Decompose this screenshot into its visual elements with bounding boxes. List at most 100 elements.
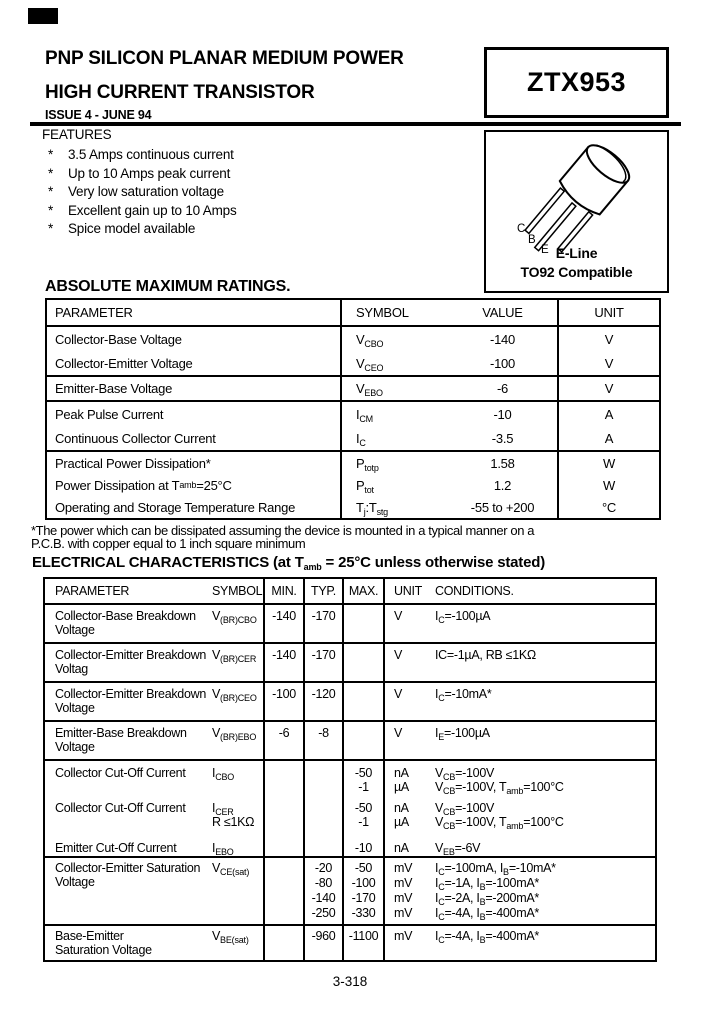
parameter: Voltage	[55, 740, 95, 754]
conditions: IC=-100mA, IB=-10mA*	[435, 861, 556, 877]
unit: A	[557, 426, 659, 450]
conditions: VCB=-100V, Tamb=100°C	[435, 815, 564, 831]
transistor-package-icon: C B E	[517, 144, 631, 256]
unit: mV	[394, 929, 413, 943]
parameter: Base-Emitter	[55, 929, 124, 943]
scan-artifact-mark	[28, 8, 58, 24]
unit: mV	[394, 876, 413, 890]
table-row-group: Collector-Base Voltage VCBO -140 V Colle…	[47, 327, 659, 375]
pin-label-c: C	[517, 223, 525, 235]
amr-footnote-line1: *The power which can be dissipated assum…	[31, 523, 535, 538]
table-row-group: Practical Power Dissipation* Ptotp 1.58 …	[47, 450, 659, 518]
page-title-line2: HIGH CURRENT TRANSISTOR	[45, 82, 315, 103]
feature-text: Spice model available	[68, 221, 196, 237]
symbol: Ptotp	[356, 455, 379, 473]
bullet-star: *	[48, 221, 54, 237]
parameter: Continuous Collector Current	[47, 426, 342, 450]
parameter: Emitter-Base Voltage	[47, 377, 342, 400]
unit: mV	[394, 906, 413, 920]
symbol: IEBO	[212, 841, 234, 857]
unit: nA	[394, 766, 409, 780]
column-header-unit: UNIT	[394, 584, 422, 598]
conditions: IC=-100µA	[435, 609, 491, 625]
parameter: Collector-Emitter Breakdown	[55, 648, 206, 662]
conditions: IE=-100µA	[435, 726, 490, 742]
table-header-row: PARAMETER SYMBOL VALUE UNIT	[47, 300, 659, 327]
unit: nA	[394, 801, 409, 815]
conditions: IC=-4A, IB=-400mA*	[435, 906, 539, 922]
parameter: Collector Cut-Off Current	[55, 801, 186, 815]
bullet-star: *	[48, 147, 54, 162]
symbol: V(BR)CER	[212, 648, 257, 664]
table-row-group: Emitter-Base Voltage VEBO -6 V	[47, 375, 659, 400]
symbol: V(BR)EBO	[212, 726, 257, 742]
symbol: ICER	[212, 801, 234, 817]
parameter: Collector-Base Voltage	[47, 327, 342, 351]
symbol: VBE(sat)	[212, 929, 249, 945]
feature-text: Excellent gain up to 10 Amps	[68, 202, 237, 218]
feature-text: Up to 10 Amps peak current	[68, 165, 231, 181]
unit: V	[394, 648, 403, 662]
feature-item: * Spice model available	[42, 221, 442, 240]
column-header-value: VALUE	[482, 305, 523, 320]
value: -55 to +200	[470, 499, 535, 515]
typ-value: -140	[311, 891, 336, 905]
column-header-parameter: PARAMETER	[47, 300, 342, 325]
table-row: Collector-Base Voltage VCBO -140 V	[47, 327, 659, 351]
unit: °C	[557, 496, 659, 518]
table-row: Base-Emitter Saturation Voltage VBE(sat)…	[45, 926, 655, 960]
parameter: Voltage	[55, 875, 95, 889]
symbol: Ptot	[356, 477, 374, 495]
min-value: -140	[272, 609, 296, 623]
symbol: Tj:Tstg	[356, 499, 388, 517]
table-row: Peak Pulse Current ICM -10 A	[47, 402, 659, 426]
symbol: IC	[356, 430, 366, 448]
value: 1.58	[490, 455, 515, 471]
value: -140	[489, 331, 516, 347]
max-value: -50	[354, 766, 373, 780]
column-header-symbol: SYMBOL	[356, 305, 409, 320]
package-name: E-Line	[555, 245, 598, 261]
table-row: Emitter-Base Breakdown Voltage V(BR)EBO …	[45, 722, 655, 761]
typ-value: -8	[318, 726, 329, 740]
unit: A	[557, 402, 659, 426]
conditions: IC=-10mA*	[435, 687, 492, 703]
part-number: ZTX953	[526, 67, 627, 97]
unit: W	[557, 452, 659, 474]
feature-item: * Up to 10 Amps peak current	[42, 166, 442, 185]
table-header-row: PARAMETER SYMBOL MIN. TYP. MAX. UNIT CON…	[45, 579, 655, 605]
column-header-parameter: PARAMETER	[55, 584, 130, 598]
conditions: IC=-1µA, RB ≤1KΩ	[435, 648, 536, 662]
symbol: ICM	[356, 406, 373, 424]
value: -100	[489, 355, 516, 371]
pin-label-b: B	[528, 234, 536, 246]
feature-text: Very low saturation voltage	[68, 184, 224, 200]
unit: V	[394, 687, 403, 701]
parameter: Collector-Emitter Saturation	[55, 861, 201, 875]
max-value: -1100	[348, 929, 379, 943]
unit: V	[557, 351, 659, 375]
table-row: Emitter-Base Voltage VEBO -6 V	[47, 377, 659, 400]
max-value: -330	[351, 906, 376, 920]
parameter: Collector Cut-Off Current	[55, 766, 186, 780]
features-heading: FEATURES	[42, 127, 112, 142]
value: 1.2	[493, 477, 512, 493]
ec-heading: ELECTRICAL CHARACTERISTICS (at Tamb = 25…	[32, 554, 546, 572]
typ-value: -960	[311, 929, 336, 943]
parameter: Collector-Base Breakdown	[55, 609, 196, 623]
symbol-note: R ≤1KΩ	[212, 815, 255, 829]
unit: µA	[394, 780, 409, 794]
max-value: -50	[354, 861, 373, 875]
column-header-unit: UNIT	[557, 300, 659, 325]
table-row: Continuous Collector Current IC -3.5 A	[47, 426, 659, 450]
parameter: Voltag	[55, 662, 88, 676]
package-drawing-box: C B E E-Line TO92 Compatible	[484, 130, 669, 293]
min-value: -6	[278, 726, 290, 740]
symbol: ICBO	[212, 766, 235, 782]
electrical-characteristics-table: PARAMETER SYMBOL MIN. TYP. MAX. UNIT CON…	[43, 577, 657, 962]
typ-value: -20	[314, 861, 333, 875]
conditions: VCB=-100V, Tamb=100°C	[435, 780, 564, 796]
page-title-line1: PNP SILICON PLANAR MEDIUM POWER	[45, 48, 404, 69]
max-value: -170	[351, 891, 376, 905]
